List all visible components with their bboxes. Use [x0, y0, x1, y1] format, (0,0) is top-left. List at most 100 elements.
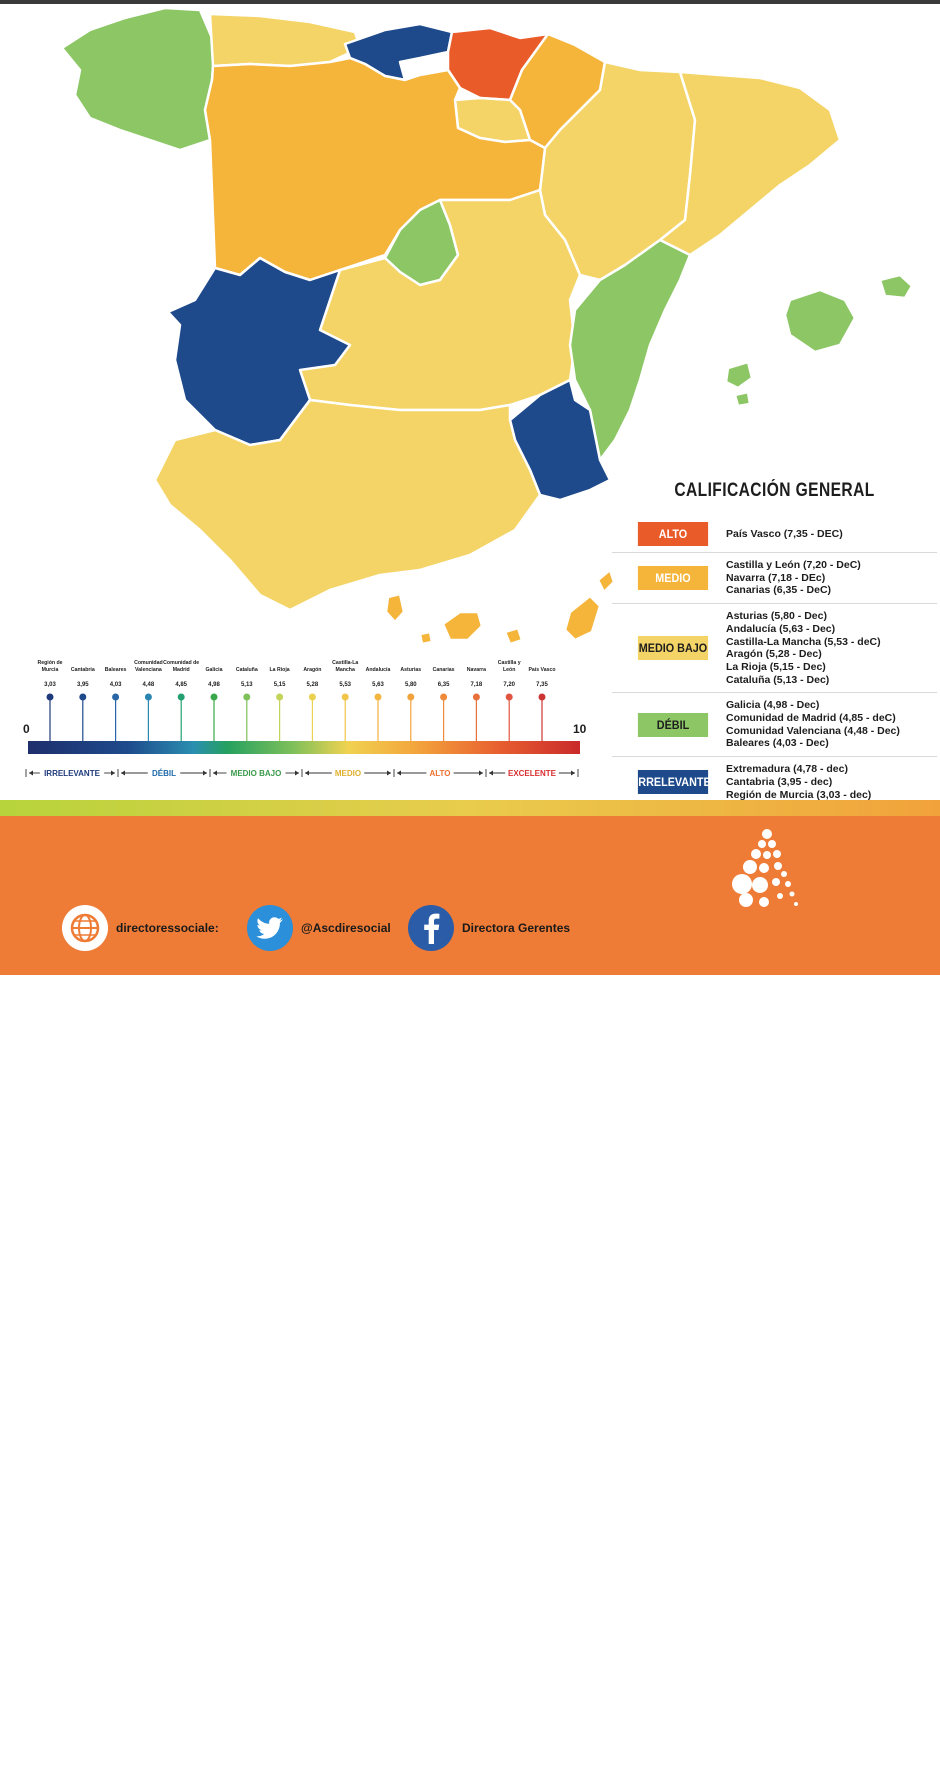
- color-stripe: [0, 800, 940, 816]
- scale-band: DÉBIL: [117, 769, 207, 778]
- pin-value-label: 7,20: [503, 682, 515, 688]
- category-badge: DÉBIL: [637, 712, 709, 737]
- pin-value-label: 3,03: [44, 682, 56, 688]
- association-logo: [732, 829, 798, 907]
- band-arrow-right: [111, 770, 115, 776]
- category-item: Castilla y León (7,20 - DeC): [726, 559, 861, 571]
- pin-region-label: Comunidad Valenciana: [134, 660, 163, 673]
- category-item: Cantabria (3,95 - dec): [726, 775, 833, 788]
- pin-value-label: 5,80: [405, 682, 417, 688]
- pin-region-label: Galicia: [205, 667, 222, 673]
- region-comunidad-valenciana: [568, 238, 692, 462]
- scale-pin: Cataluña 5,13: [236, 667, 258, 741]
- band-arrow-left: [489, 770, 493, 776]
- category-item: Baleares (4,03 - Dec): [726, 737, 829, 750]
- pin-region-label: Castilla-La Mancha: [332, 660, 358, 673]
- pin-region-label: Aragón: [303, 667, 321, 673]
- pin-head: [472, 693, 480, 701]
- band-label: ALTO: [429, 769, 450, 778]
- pin-region-label: Navarra: [467, 667, 486, 673]
- category-item: Cataluña (5,13 - Dec): [726, 673, 830, 686]
- band-label: IRRELEVANTE: [44, 769, 101, 778]
- region-canarias-3: [418, 630, 434, 646]
- footer: A S O C I A C I O N E S T A T A L D E DI…: [0, 816, 940, 1783]
- scale-band: MEDIO: [301, 769, 391, 778]
- social-facebook[interactable]: Directora Gerentes: [408, 905, 570, 951]
- pin-head: [144, 693, 152, 701]
- scale-pin: Comunidad Valenciana 4,48: [134, 660, 163, 741]
- pin-region-label: Región de Murcia: [37, 660, 62, 673]
- region-andalucia: [153, 398, 542, 612]
- pin-value-label: 3,95: [77, 682, 89, 688]
- scale-pin: Aragón 5,28: [303, 667, 321, 741]
- facebook-text: Directora Gerentes: [462, 921, 571, 935]
- pin-region-label: Canarias: [433, 667, 455, 673]
- band-label: MEDIO: [335, 769, 361, 778]
- scale-pin: Asturias 5,80: [400, 667, 421, 741]
- spain-map: [60, 6, 914, 646]
- band-arrow-right: [571, 770, 575, 776]
- category-items: Extremadura (4,78 - dec) Cantabria (3,95 …: [726, 763, 871, 801]
- category-item: Asturias (5,80 - Dec): [726, 610, 827, 623]
- twitter-bird-icon: [247, 905, 293, 951]
- social-web[interactable]: directoressociale:: [62, 905, 219, 951]
- band-label: DÉBIL: [152, 769, 176, 778]
- pin-region-label: Castilla y León: [498, 660, 521, 673]
- legend-panel: CALIFICACIÓN GENERAL ALTO País Vasco (7,3…: [612, 480, 937, 807]
- scale-band: MEDIO BAJO: [209, 769, 299, 778]
- category-items: País Vasco (7,35 - DEC): [726, 528, 843, 541]
- category-item: Aragón (5,28 - Dec): [726, 648, 822, 661]
- pin-value-label: 4,48: [143, 682, 155, 688]
- scale-pin: Canarias 6,35: [433, 667, 455, 741]
- pin-head: [407, 693, 415, 701]
- band-label: MEDIO BAJO: [231, 769, 282, 778]
- band-arrow-left: [397, 770, 401, 776]
- pin-region-label: Cantabria: [71, 667, 95, 673]
- category-item: La Rioja (5,15 - Dec): [726, 660, 826, 673]
- region-galicia: [60, 6, 217, 152]
- band-arrow-left: [213, 770, 217, 776]
- region-cataluna: [658, 70, 842, 257]
- pin-region-label: Baleares: [105, 667, 127, 673]
- category-badge: ALTO: [637, 522, 709, 546]
- category-item: País Vasco (7,35 - DEC): [726, 527, 843, 540]
- category-items: Castilla y León (7,20 - DeC) Navarra (7,1…: [726, 559, 861, 597]
- band-arrow-right: [203, 770, 207, 776]
- region-canarias-6: [596, 568, 616, 594]
- scale-pin: País Vasco 7,35: [528, 667, 556, 741]
- band-arrow-right: [387, 770, 391, 776]
- scale-pin: Castilla-La Mancha 5,53: [332, 660, 358, 741]
- legend-categories: ALTO País Vasco (7,35 - DEC) MEDIO Castilla…: [612, 516, 937, 807]
- category-item: Región de Murcia (3,03 - dec): [726, 788, 872, 801]
- facebook-icon: [408, 905, 454, 951]
- pin-head: [374, 693, 382, 701]
- category-item: Castilla-La Mancha (5,53 - deC): [726, 635, 881, 648]
- social-twitter[interactable]: @Ascdiresocial: [247, 905, 391, 951]
- scale-pin: Baleares 4,03: [105, 667, 127, 741]
- pin-head: [276, 693, 284, 701]
- pin-value-label: 4,98: [208, 682, 220, 688]
- category-item: Navarra (7,18 - DEc): [726, 571, 826, 584]
- band-arrow-right: [479, 770, 483, 776]
- legend-category: MEDIO BAJO Asturias (5,80 - Dec) Andalucía…: [612, 604, 937, 694]
- pin-value-label: 5,28: [307, 682, 319, 688]
- pin-value-label: 4,85: [175, 682, 187, 688]
- scale-gradient-bar: [28, 741, 580, 754]
- scale-band: ALTO: [393, 769, 483, 778]
- category-item: Comunidad de Madrid (4,85 - deC): [726, 712, 896, 725]
- scale-pin: Castilla y León 7,20: [498, 660, 521, 741]
- web-text: directoressociale:: [116, 921, 219, 935]
- region-asturias: [208, 12, 362, 68]
- legend-category: DÉBIL Galicia (4,98 - Dec) Comunidad de Ma…: [612, 693, 937, 758]
- association-name: A S O C I A C I O N E S T A T A L D E DI…: [640, 1738, 900, 1784]
- pin-region-label: Comunidad de Madrid: [163, 660, 199, 673]
- category-badge: MEDIO: [637, 566, 709, 591]
- category-item: Canarias (6,35 - DeC): [726, 584, 832, 597]
- pin-head: [440, 693, 448, 701]
- region-extremadura: [166, 256, 352, 447]
- band-arrow-left: [305, 770, 309, 776]
- category-item: Extremadura (4,78 - dec): [726, 763, 848, 776]
- pin-value-label: 7,35: [536, 682, 548, 688]
- category-badge: IRRELEVANTE: [635, 770, 711, 795]
- pin-value-label: 5,15: [274, 682, 286, 688]
